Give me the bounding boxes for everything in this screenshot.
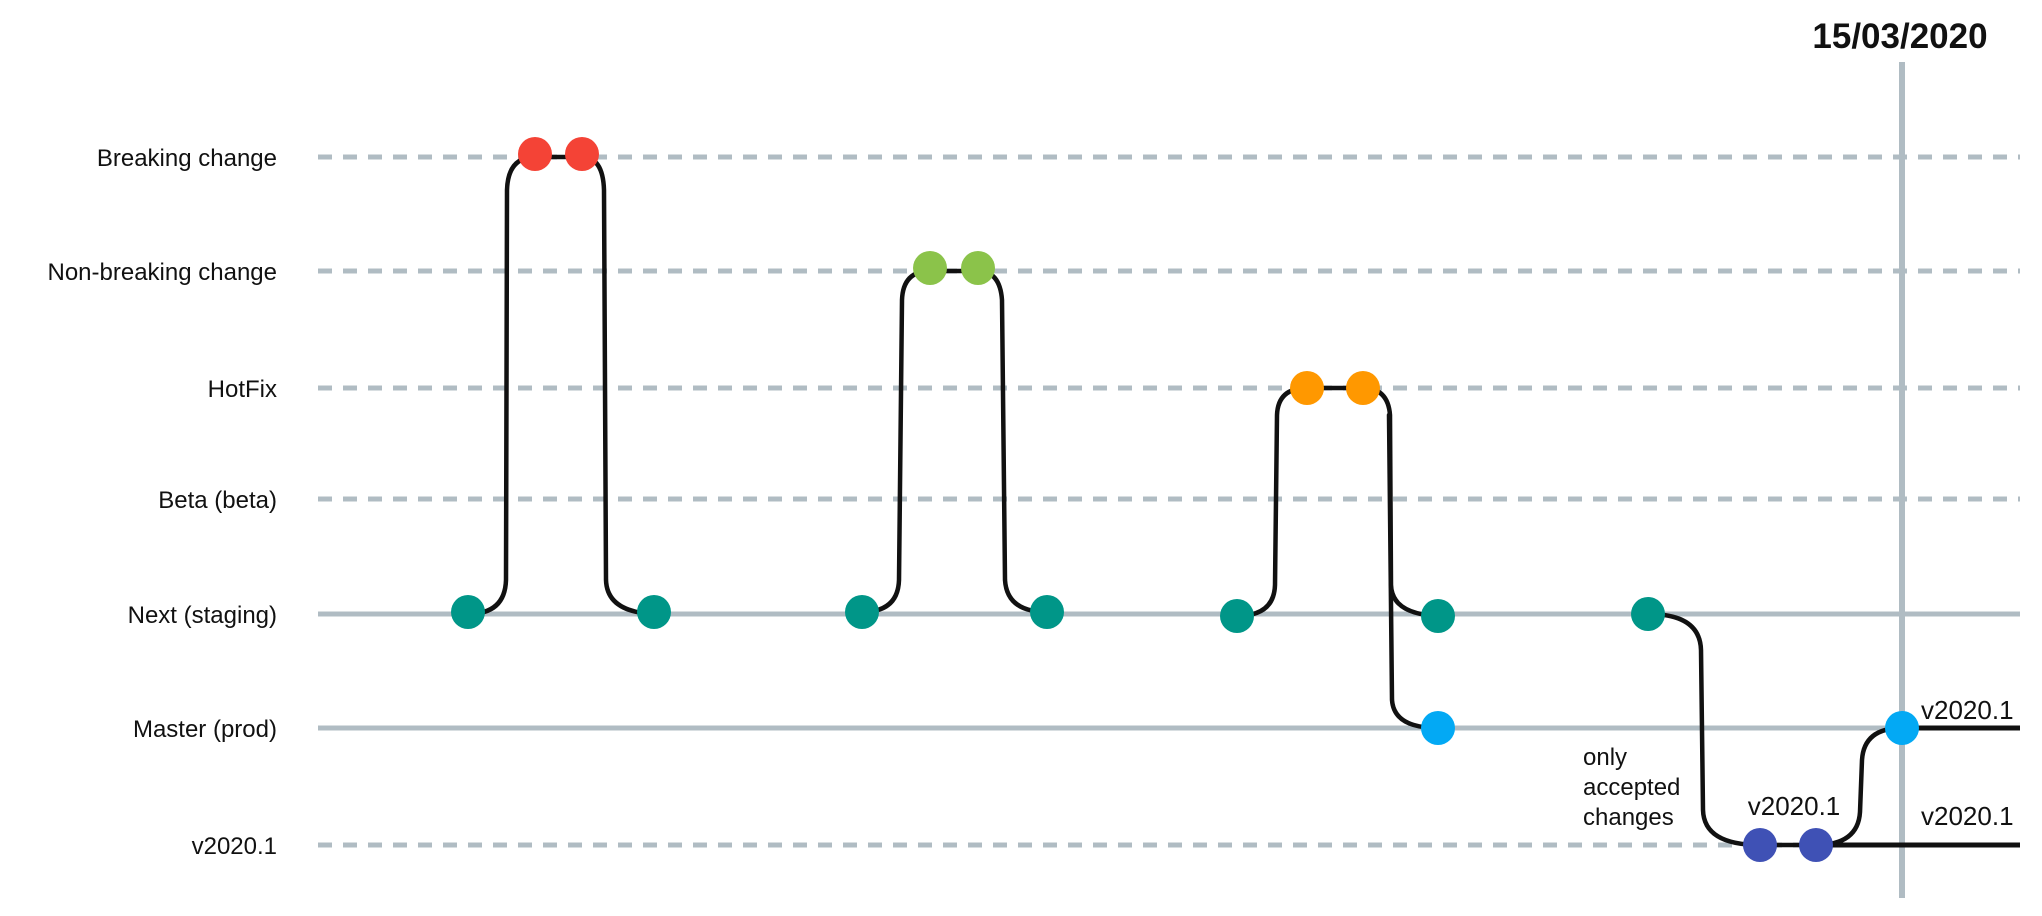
commit-node-hotfix-2 (1346, 371, 1380, 405)
commit-node-next-6 (1421, 599, 1455, 633)
flow-next-to-release (1645, 611, 1763, 848)
commit-node-next-4 (1030, 595, 1064, 629)
commit-node-next-7 (1631, 597, 1665, 631)
flow-hotfix-back-next (1360, 385, 1441, 619)
commit-node-master-2 (1885, 711, 1919, 745)
annotations: only accepted changes v2020.1 v2020.1 v2… (1583, 695, 2014, 831)
flow-release-to-master (1813, 725, 1905, 848)
lane-label-next: Next (staging) (128, 602, 277, 629)
lane-lines (318, 154, 2020, 848)
lane-label-release: v2020.1 (192, 833, 277, 860)
master-tag-label: v2020.1 (1921, 695, 2014, 725)
release-tag-label: v2020.1 (1748, 791, 1841, 821)
commit-node-hotfix-1 (1290, 371, 1324, 405)
note-line-2: accepted (1583, 774, 1680, 801)
commit-node-next-5 (1220, 599, 1254, 633)
note-line-1: only (1583, 744, 1627, 771)
commit-node-next-2 (637, 595, 671, 629)
commit-node-release-1 (1743, 828, 1777, 862)
note-line-3: changes (1583, 804, 1674, 831)
commit-node-next-1 (451, 595, 485, 629)
commit-node-breaking-2 (565, 137, 599, 171)
commit-node-nonbreaking-2 (961, 251, 995, 285)
lane-label-master: Master (prod) (133, 716, 277, 743)
commit-nodes (451, 137, 1919, 862)
lane-label-nonbreaking: Non-breaking change (48, 259, 278, 286)
flow-hotfix-out (1234, 385, 1310, 619)
date-marker-label: 15/03/2020 (1812, 17, 1987, 56)
commit-node-breaking-1 (518, 137, 552, 171)
commit-node-next-3 (845, 595, 879, 629)
lane-labels: Breaking change Non-breaking change HotF… (48, 145, 278, 860)
lane-label-beta: Beta (beta) (158, 487, 277, 514)
commit-node-nonbreaking-1 (913, 251, 947, 285)
flow-nonbreaking-out (859, 268, 933, 615)
commit-node-release-2 (1799, 828, 1833, 862)
lane-label-breaking: Breaking change (97, 145, 277, 172)
lane-label-hotfix: HotFix (208, 376, 277, 403)
release-end-tag-label: v2020.1 (1921, 801, 2014, 831)
flow-hotfix-to-master (1386, 412, 1441, 731)
flow-nonbreaking-back (975, 268, 1050, 615)
commit-node-master-1 (1421, 711, 1455, 745)
